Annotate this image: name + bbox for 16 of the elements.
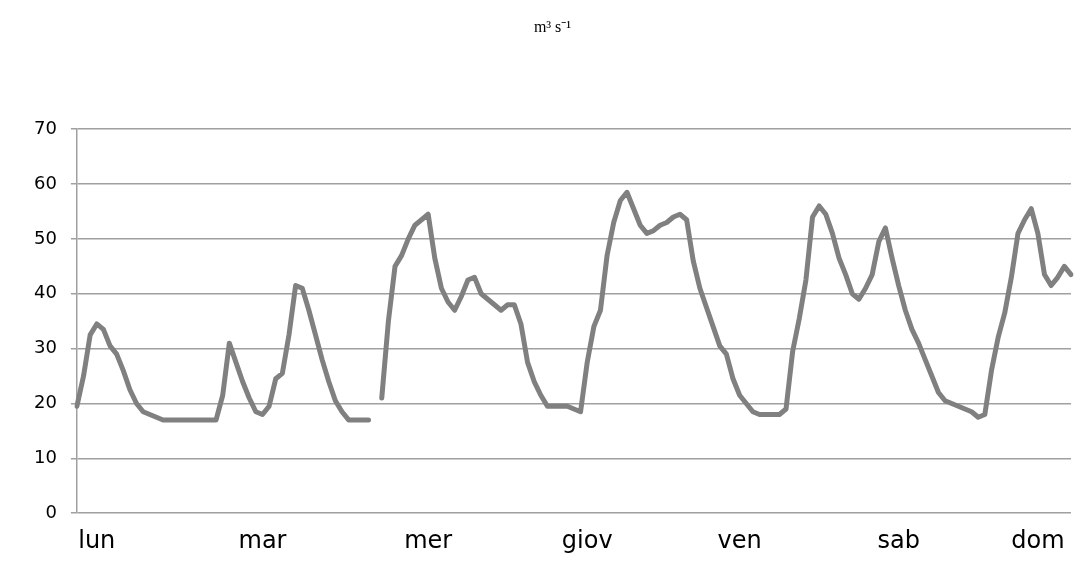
y-tick-label: 10	[34, 446, 57, 468]
y-tick-label: 20	[34, 391, 57, 413]
y-tick-label: 50	[34, 226, 57, 248]
x-tick-label: mar	[238, 525, 287, 554]
x-tick-label: mer	[404, 525, 453, 554]
y-tick-label: 30	[34, 336, 57, 358]
x-tick-label: sab	[877, 525, 920, 554]
x-tick-label: dom	[1011, 525, 1065, 554]
y-tick-label: 70	[34, 116, 57, 138]
x-tick-label: ven	[717, 525, 762, 554]
chart-title: m³ s⁻¹	[533, 17, 572, 35]
y-tick-label: 60	[34, 171, 57, 193]
x-tick-label: giov	[561, 525, 613, 554]
x-tick-label: lun	[78, 525, 116, 554]
y-tick-label: 40	[34, 281, 57, 303]
y-tick-label: 0	[45, 500, 57, 522]
